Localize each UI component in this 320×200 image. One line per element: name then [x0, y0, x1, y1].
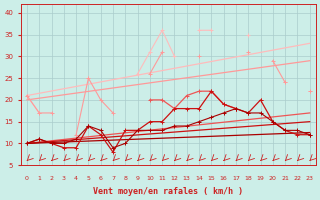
X-axis label: Vent moyen/en rafales ( km/h ): Vent moyen/en rafales ( km/h ) [93, 187, 243, 196]
